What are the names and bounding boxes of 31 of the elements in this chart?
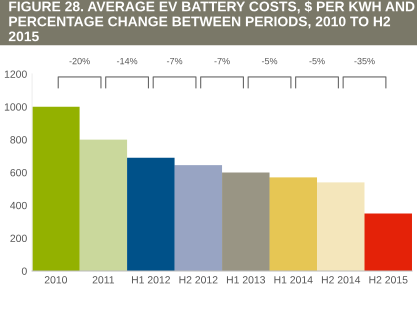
text: -5%	[309, 58, 325, 64]
text: -5%	[262, 58, 278, 64]
text: -7%	[166, 58, 182, 64]
text: -14%	[116, 58, 138, 64]
bar	[127, 158, 175, 271]
bar	[317, 182, 365, 271]
y-tick-label: 1200	[4, 70, 27, 78]
x-tick-label: 2010	[44, 276, 68, 284]
x-tick-label: H2 2012	[179, 276, 218, 284]
y-tick-label: 600	[10, 168, 27, 176]
y-tick-label: 800	[10, 136, 27, 144]
bar	[32, 106, 80, 271]
chart-title: FIGURE 28. AVERAGE EV BATTERY COSTS, $ PER KWH AND PERCENTAGE CHANGE BETWEEN PERIODS, 2010 TO H2 2015	[8, 0, 414, 42]
y-tick-label: 1000	[4, 103, 27, 111]
bar	[222, 172, 270, 271]
x-tick-label: H1 2013	[226, 276, 266, 284]
bar	[80, 140, 128, 271]
text: -20%	[69, 58, 90, 64]
text: -35%	[354, 58, 375, 64]
bar	[364, 214, 412, 271]
bar	[270, 177, 318, 271]
x-tick-label: H1 2014	[274, 276, 313, 284]
y-tick-label: 0	[22, 268, 27, 275]
x-tick-label: 2011	[92, 276, 114, 284]
y-tick-label: 200	[10, 234, 27, 242]
x-tick-label: H1 2012	[132, 276, 170, 284]
x-tick-label: H2 2014	[322, 276, 360, 284]
y-tick-label: 400	[10, 202, 27, 210]
text: -7%	[214, 58, 230, 64]
bar	[174, 165, 222, 271]
x-tick-label: H2 2015	[369, 276, 408, 284]
